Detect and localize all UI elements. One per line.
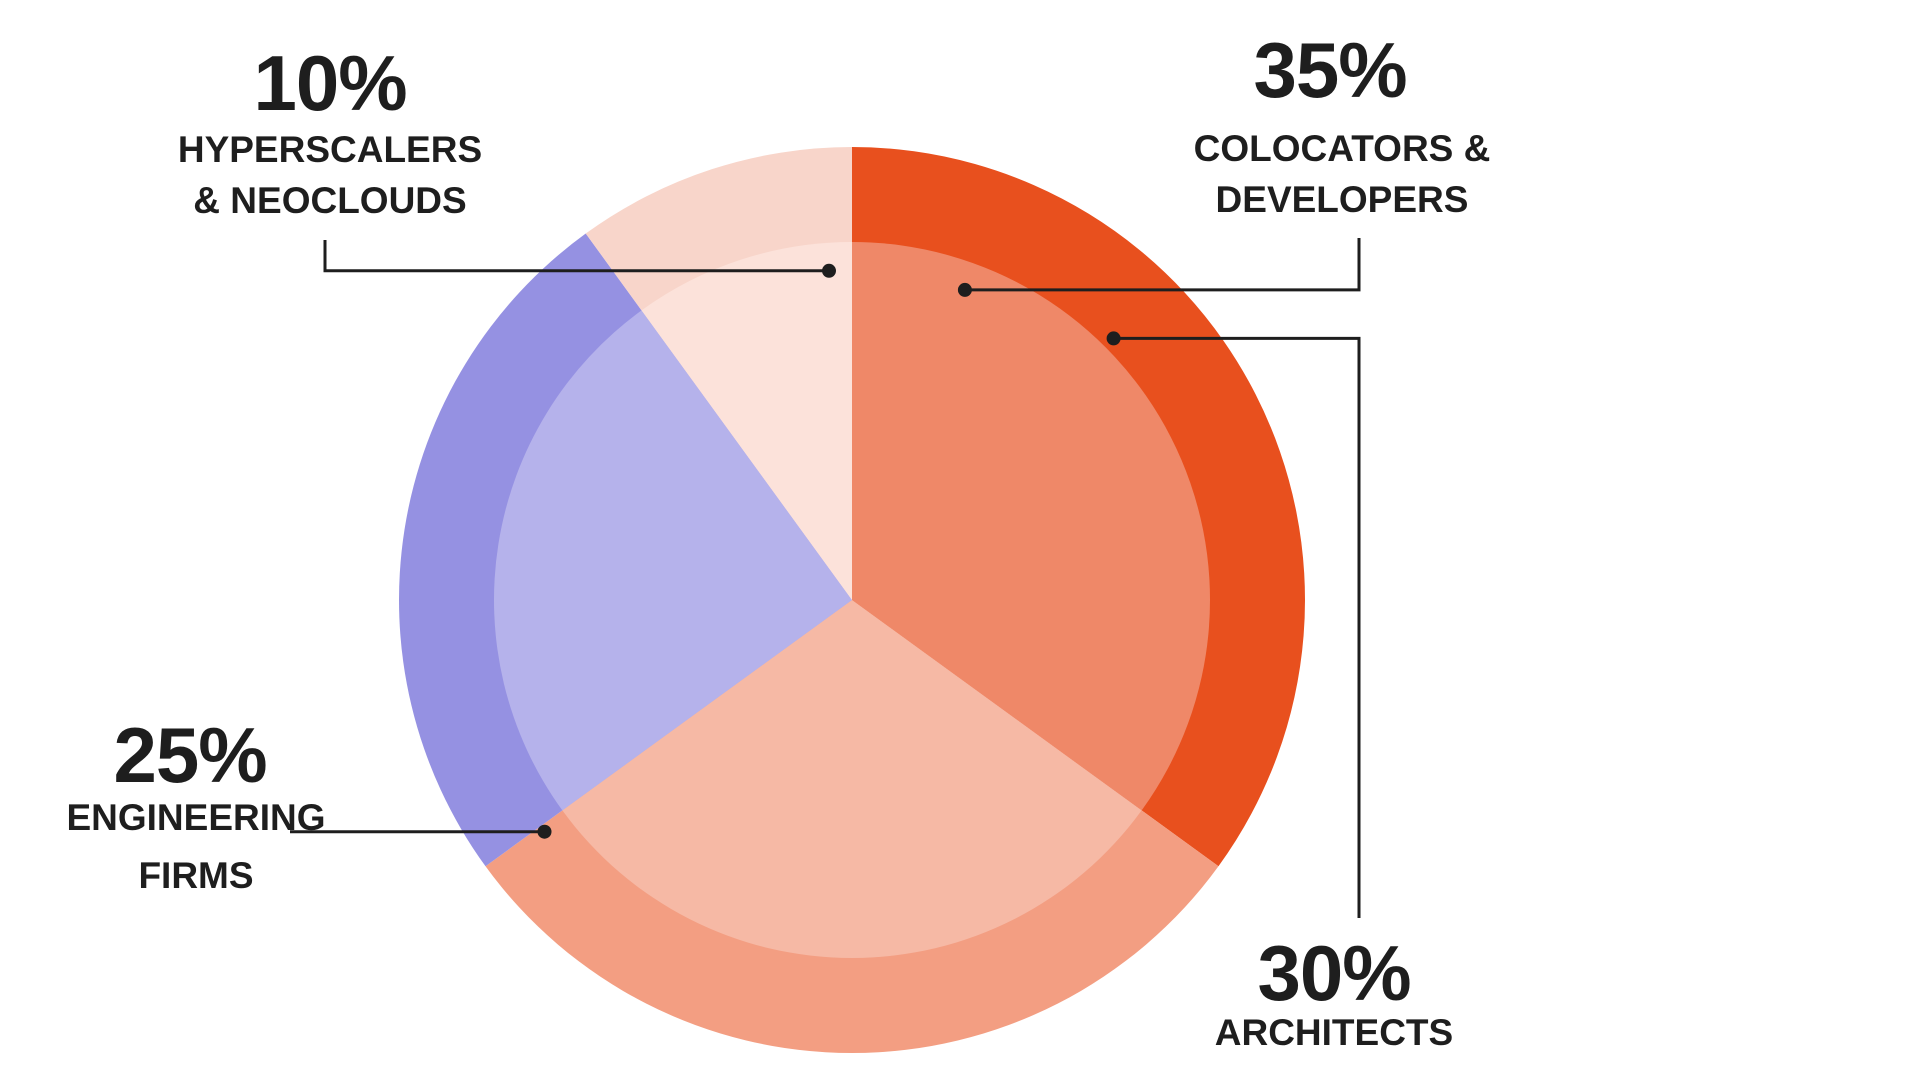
slice-category-label-hyperscalers-and-neoclouds: & NEOCLOUDS bbox=[193, 180, 466, 221]
slice-category-label-hyperscalers-and-neoclouds: HYPERSCALERS bbox=[178, 129, 482, 170]
slice-category-label-engineering-firms: FIRMS bbox=[138, 855, 253, 896]
leader-line-architects bbox=[1113, 336, 1361, 918]
slice-category-label-architects: ARCHITECTS bbox=[1215, 1012, 1453, 1053]
slice-category-label-colocators-and-developers: DEVELOPERS bbox=[1216, 179, 1469, 220]
slice-value-label-engineering-firms: 25% bbox=[113, 711, 266, 799]
pie-slice-inner-architects bbox=[562, 600, 1142, 959]
leader-dot-hyperscalers-and-neoclouds bbox=[822, 263, 836, 278]
leader-dot-colocators-and-developers bbox=[957, 282, 972, 297]
slice-category-label-colocators-and-developers: COLOCATORS & bbox=[1194, 128, 1491, 169]
slice-value-label-architects: 30% bbox=[1257, 929, 1410, 1017]
pie-slice-inner-colocators-and-developers bbox=[852, 242, 1211, 811]
slice-value-label-hyperscalers-and-neoclouds: 10% bbox=[253, 39, 406, 127]
leader-dot-engineering-firms bbox=[537, 824, 552, 839]
leader-dot-architects bbox=[1106, 331, 1121, 346]
pie-slices-inner bbox=[493, 242, 1211, 959]
leader-line-hyperscalers-and-neoclouds bbox=[323, 240, 829, 273]
slice-labels: 35% COLOCATORS & DEVELOPERS 30%ARCHITECTS 25… bbox=[66, 26, 1490, 1053]
leader-lines bbox=[290, 238, 1361, 918]
slice-category-label-engineering-firms: ENGINEERING bbox=[66, 797, 325, 838]
slice-value-label-colocators-and-developers: 35% bbox=[1253, 26, 1406, 114]
pie-slice-inner-engineering-firms bbox=[493, 310, 852, 811]
pie-slice-inner-hyperscalers-and-neoclouds bbox=[641, 242, 852, 600]
leader-line-colocators-and-developers bbox=[964, 238, 1361, 292]
